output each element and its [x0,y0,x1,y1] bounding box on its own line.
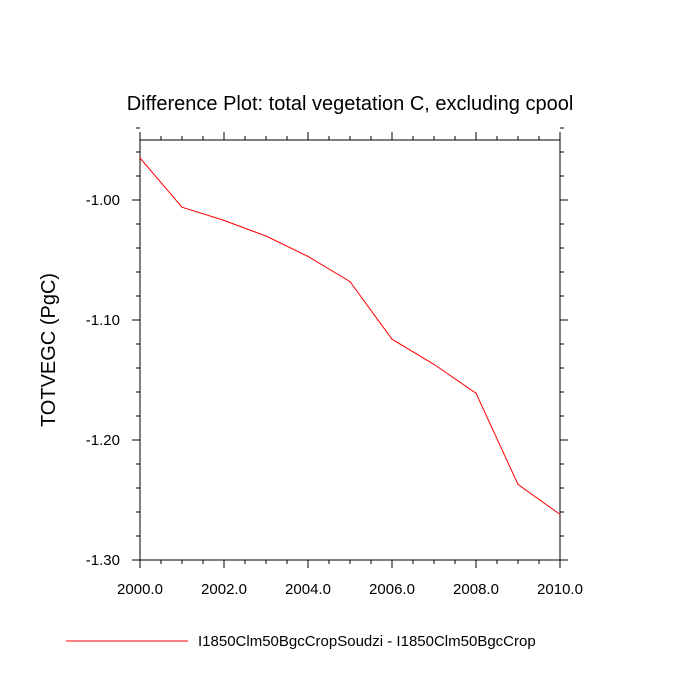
x-tick-label: 2000.0 [117,581,163,598]
data-point [265,235,267,237]
legend-label: I1850Clm50BgcCropSoudzi - I1850Clm50BgcC… [198,633,536,650]
data-point [475,392,477,394]
data-point [391,338,393,340]
x-tick-label: 2006.0 [369,581,415,598]
data-point [559,513,561,516]
y-tick-label: -1.30 [86,552,120,569]
x-tick-label: 2002.0 [201,581,247,598]
data-point [139,157,141,159]
data-point [433,363,435,365]
chart-title: Difference Plot: total vegetation C, exc… [127,93,574,115]
series-line [139,157,561,515]
y-tick-label: -1.10 [86,312,120,329]
plot-area: 2000.0 2002.0 2004.0 2006.0 2008.0 2010.0 -1.0… [86,127,583,598]
data-point [517,483,519,485]
x-tick-label: 2004.0 [285,581,331,598]
data-point [307,255,309,257]
data-point [223,219,225,221]
data-point [181,206,183,208]
y-axis-label: TOTVEGC (PgC) [38,273,60,427]
x-tick-label: 2008.0 [453,581,499,598]
plot-frame [139,139,561,561]
legend: I1850Clm50BgcCropSoudzi - I1850Clm50BgcC… [66,633,536,650]
y-tick-label: -1.20 [86,432,120,449]
data-point [349,281,351,283]
y-tick-label: -1.00 [86,192,120,209]
x-tick-label: 2010.0 [537,581,583,598]
